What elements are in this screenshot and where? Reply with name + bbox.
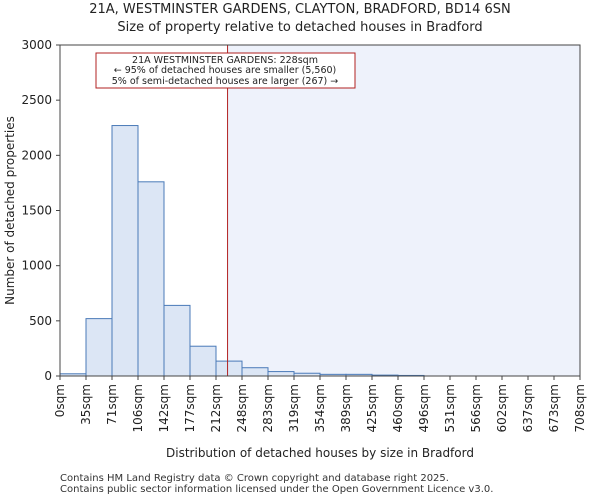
x-tick-label: 177sqm <box>183 384 197 432</box>
x-tick-label: 35sqm <box>79 384 93 425</box>
x-tick-label: 460sqm <box>391 384 405 432</box>
footer-line-1: Contains HM Land Registry data © Crown c… <box>60 473 449 484</box>
x-axis-label: Distribution of detached houses by size … <box>166 446 474 460</box>
annotation-line-2: ← 95% of detached houses are smaller (5,… <box>114 65 337 76</box>
bar-71sqm <box>111 125 139 377</box>
x-tick-label: 142sqm <box>157 384 171 432</box>
x-tick-label: 248sqm <box>235 384 249 432</box>
x-tick-label: 283sqm <box>261 384 275 432</box>
x-tick-label: 354sqm <box>313 384 327 432</box>
y-tick-label: 0 <box>44 369 52 383</box>
bar-35sqm <box>85 318 113 377</box>
y-tick-label: 1500 <box>21 204 52 218</box>
x-tick-label: 389sqm <box>339 384 353 432</box>
x-tick-label: 71sqm <box>105 384 119 425</box>
bar-177sqm <box>189 345 217 377</box>
chart-subtitle: Size of property relative to detached ho… <box>117 20 483 35</box>
x-tick-label: 0sqm <box>53 384 67 417</box>
annotation-line-3: 5% of semi-detached houses are larger (2… <box>112 76 339 87</box>
bar-248sqm <box>241 367 269 377</box>
y-tick-label: 3000 <box>21 38 52 52</box>
x-tick-label: 496sqm <box>417 384 431 432</box>
x-tick-label: 319sqm <box>287 384 301 432</box>
footer-line-2: Contains public sector information licen… <box>60 484 494 495</box>
y-axis-label: Number of detached properties <box>3 116 17 305</box>
chart-title: 21A, WESTMINSTER GARDENS, CLAYTON, BRADF… <box>89 2 511 17</box>
x-tick-label: 673sqm <box>547 384 561 432</box>
annotation-box: 21A WESTMINSTER GARDENS: 228sqm ← 95% of… <box>95 52 356 89</box>
y-tick-label: 2000 <box>21 148 52 162</box>
bar-142sqm <box>163 304 191 377</box>
y-tick-label: 1000 <box>21 259 52 273</box>
y-tick-label: 2500 <box>21 93 52 107</box>
x-tick-label: 637sqm <box>521 384 535 432</box>
y-tick-label: 500 <box>29 314 52 328</box>
x-tick-label: 425sqm <box>365 384 379 432</box>
x-tick-label: 602sqm <box>495 384 509 432</box>
x-tick-label: 531sqm <box>443 384 457 432</box>
x-tick-label: 708sqm <box>573 384 587 432</box>
annotation-line-1: 21A WESTMINSTER GARDENS: 228sqm <box>132 55 318 66</box>
x-tick-label: 212sqm <box>209 384 223 432</box>
x-tick-label: 566sqm <box>469 384 483 432</box>
bar-106sqm <box>137 181 165 377</box>
x-tick-label: 106sqm <box>131 384 145 432</box>
bar-283sqm <box>267 371 295 377</box>
larger-region-shade <box>227 45 581 376</box>
bar-212sqm <box>215 360 243 377</box>
